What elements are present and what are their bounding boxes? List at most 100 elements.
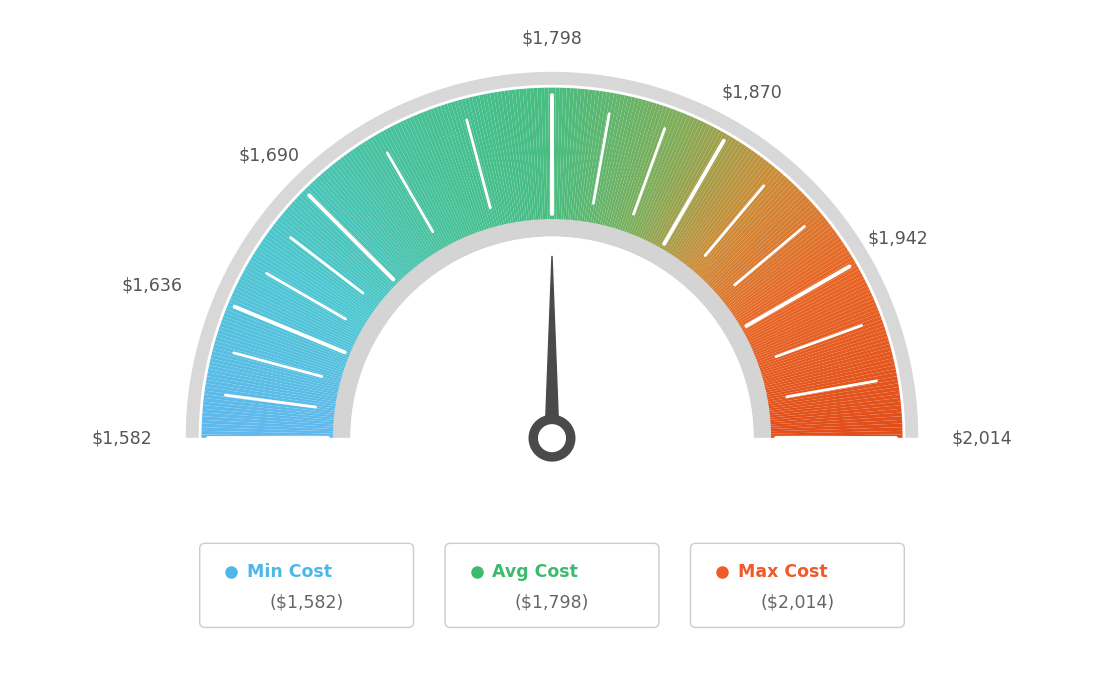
Polygon shape bbox=[549, 88, 552, 221]
Polygon shape bbox=[340, 157, 423, 265]
Polygon shape bbox=[701, 183, 795, 282]
Polygon shape bbox=[586, 92, 611, 224]
Polygon shape bbox=[335, 161, 418, 268]
Polygon shape bbox=[716, 209, 820, 298]
Polygon shape bbox=[690, 168, 778, 272]
Polygon shape bbox=[591, 93, 617, 225]
Polygon shape bbox=[766, 384, 899, 406]
Polygon shape bbox=[667, 140, 740, 255]
Polygon shape bbox=[202, 424, 335, 431]
Polygon shape bbox=[204, 391, 337, 411]
Polygon shape bbox=[606, 99, 643, 228]
Polygon shape bbox=[490, 92, 516, 224]
Polygon shape bbox=[736, 253, 852, 326]
Polygon shape bbox=[450, 101, 491, 230]
Polygon shape bbox=[304, 188, 400, 284]
Text: Avg Cost: Avg Cost bbox=[492, 563, 578, 581]
Polygon shape bbox=[205, 384, 338, 406]
Polygon shape bbox=[729, 235, 840, 314]
Polygon shape bbox=[554, 88, 560, 221]
Polygon shape bbox=[718, 212, 822, 299]
Text: ($1,582): ($1,582) bbox=[269, 593, 343, 611]
Polygon shape bbox=[420, 112, 473, 237]
Polygon shape bbox=[559, 88, 566, 221]
Polygon shape bbox=[712, 201, 813, 293]
Polygon shape bbox=[273, 224, 380, 307]
Polygon shape bbox=[762, 344, 891, 382]
Polygon shape bbox=[433, 107, 480, 234]
Polygon shape bbox=[570, 89, 585, 221]
Polygon shape bbox=[769, 431, 902, 436]
Polygon shape bbox=[212, 348, 342, 384]
Polygon shape bbox=[680, 155, 761, 264]
Polygon shape bbox=[768, 398, 901, 415]
Polygon shape bbox=[289, 204, 391, 295]
Polygon shape bbox=[78, 438, 1026, 656]
Polygon shape bbox=[561, 88, 571, 221]
Polygon shape bbox=[613, 101, 654, 230]
Polygon shape bbox=[740, 263, 858, 331]
Polygon shape bbox=[383, 129, 449, 248]
Polygon shape bbox=[769, 424, 902, 431]
Polygon shape bbox=[768, 409, 902, 422]
Polygon shape bbox=[315, 177, 406, 278]
Polygon shape bbox=[769, 420, 902, 429]
Polygon shape bbox=[211, 355, 341, 388]
Polygon shape bbox=[732, 241, 843, 318]
Polygon shape bbox=[624, 107, 671, 234]
Polygon shape bbox=[768, 416, 902, 427]
Polygon shape bbox=[765, 365, 895, 395]
Polygon shape bbox=[220, 323, 347, 369]
Polygon shape bbox=[608, 99, 646, 229]
Polygon shape bbox=[406, 118, 464, 241]
Polygon shape bbox=[396, 123, 457, 244]
Polygon shape bbox=[210, 358, 340, 391]
Polygon shape bbox=[575, 90, 592, 222]
Polygon shape bbox=[361, 142, 436, 256]
Polygon shape bbox=[643, 119, 701, 242]
Polygon shape bbox=[599, 96, 633, 226]
Polygon shape bbox=[767, 387, 900, 408]
Polygon shape bbox=[213, 344, 342, 382]
Polygon shape bbox=[640, 118, 698, 241]
Polygon shape bbox=[482, 94, 511, 225]
Polygon shape bbox=[216, 333, 344, 375]
Polygon shape bbox=[628, 110, 678, 235]
Polygon shape bbox=[689, 166, 775, 270]
Polygon shape bbox=[758, 326, 885, 371]
Polygon shape bbox=[631, 112, 684, 237]
Polygon shape bbox=[764, 358, 894, 391]
Polygon shape bbox=[205, 380, 338, 404]
Polygon shape bbox=[386, 128, 452, 246]
Polygon shape bbox=[749, 289, 871, 348]
Polygon shape bbox=[225, 309, 350, 360]
Polygon shape bbox=[202, 427, 335, 433]
Polygon shape bbox=[277, 217, 383, 303]
Polygon shape bbox=[649, 124, 711, 244]
Polygon shape bbox=[739, 259, 856, 330]
Polygon shape bbox=[735, 250, 850, 324]
Polygon shape bbox=[297, 195, 395, 289]
Polygon shape bbox=[238, 279, 359, 342]
Polygon shape bbox=[423, 111, 474, 236]
Polygon shape bbox=[758, 330, 887, 373]
Polygon shape bbox=[720, 215, 825, 302]
Polygon shape bbox=[223, 313, 349, 362]
Polygon shape bbox=[202, 413, 336, 424]
Polygon shape bbox=[580, 90, 599, 223]
Polygon shape bbox=[764, 362, 895, 393]
Polygon shape bbox=[556, 88, 563, 221]
Polygon shape bbox=[206, 376, 338, 402]
Polygon shape bbox=[728, 232, 838, 313]
Polygon shape bbox=[544, 88, 550, 221]
Polygon shape bbox=[465, 98, 500, 228]
Text: $2,014: $2,014 bbox=[952, 429, 1012, 447]
Polygon shape bbox=[331, 164, 417, 269]
Polygon shape bbox=[761, 340, 890, 380]
Polygon shape bbox=[538, 88, 545, 221]
Polygon shape bbox=[582, 91, 603, 223]
Polygon shape bbox=[256, 247, 370, 322]
Polygon shape bbox=[659, 132, 728, 250]
Polygon shape bbox=[672, 146, 749, 259]
Polygon shape bbox=[202, 409, 336, 422]
